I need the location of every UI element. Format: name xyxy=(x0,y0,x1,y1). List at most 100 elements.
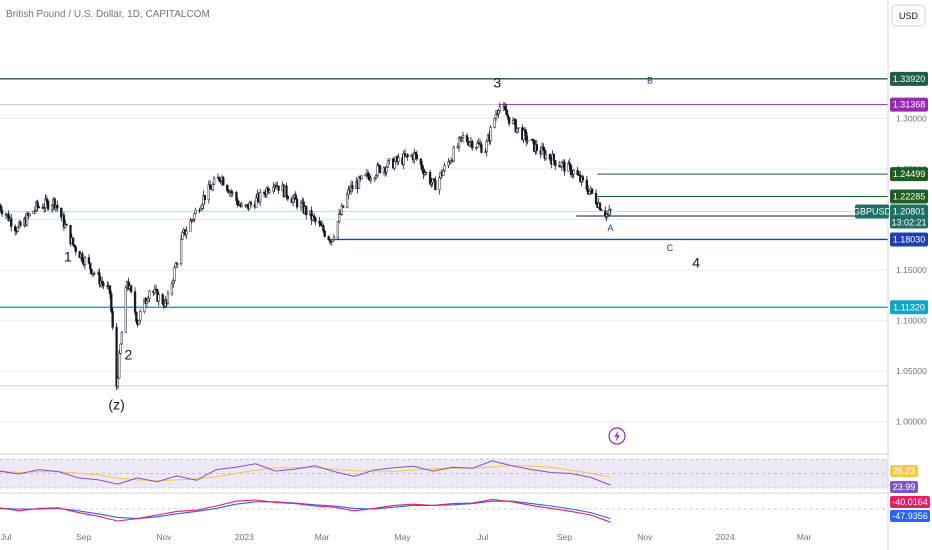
candle-body xyxy=(44,198,47,208)
candle-body xyxy=(81,253,84,262)
candle xyxy=(377,163,380,168)
candle xyxy=(406,153,409,161)
candle-body xyxy=(135,312,138,322)
candle-body xyxy=(428,171,432,185)
candle xyxy=(351,180,354,193)
candle xyxy=(443,162,446,173)
candle-body xyxy=(176,263,179,265)
candle xyxy=(331,239,334,243)
candle xyxy=(468,141,471,147)
candle xyxy=(422,165,425,180)
price-tag-bg xyxy=(890,300,928,315)
candle-body xyxy=(364,174,367,177)
candle xyxy=(83,255,87,270)
candle-body xyxy=(377,164,380,167)
last-price-tag-bg xyxy=(890,204,928,229)
candle-body xyxy=(517,127,520,129)
candle xyxy=(432,177,436,182)
candle-body xyxy=(554,160,557,166)
candle xyxy=(345,191,349,209)
price-tags: 1.339201.313681.244991.222851.203521.180… xyxy=(853,71,930,522)
price-tag: 1.31368 xyxy=(890,97,928,112)
candle-body xyxy=(594,192,598,204)
candle-body xyxy=(19,221,22,227)
candle-body xyxy=(461,135,465,139)
price-tag-bg xyxy=(890,71,928,86)
candle-body xyxy=(255,197,258,208)
candle xyxy=(36,199,39,212)
candle-body xyxy=(397,157,400,162)
rsi-value-tag: 23.99 xyxy=(890,481,918,493)
candle-body xyxy=(505,109,508,116)
candle-body xyxy=(567,162,570,172)
candle-body xyxy=(277,185,280,191)
horizontal-levels xyxy=(0,78,888,387)
candle-body xyxy=(119,343,122,354)
candle-body xyxy=(203,194,206,200)
candle xyxy=(322,223,325,234)
candle xyxy=(600,208,603,212)
rsi-value-tag: 26.23 xyxy=(890,465,918,477)
price-tag-bg xyxy=(890,232,928,247)
candle-body xyxy=(100,280,104,284)
candle xyxy=(74,245,77,256)
candle xyxy=(581,174,585,183)
candle xyxy=(207,180,210,204)
candle-body xyxy=(402,153,405,165)
candle xyxy=(98,268,101,288)
candle-body xyxy=(476,142,479,148)
candle-body xyxy=(608,209,611,216)
candle-body xyxy=(413,152,416,160)
candle-body xyxy=(314,217,317,222)
candle-body xyxy=(193,213,196,220)
candle xyxy=(452,145,455,162)
candle-body xyxy=(145,300,149,304)
candle-body xyxy=(414,152,417,155)
candle xyxy=(594,188,598,205)
time-tick-label: Sep xyxy=(557,532,572,542)
candle-body xyxy=(357,176,361,189)
candle xyxy=(314,216,317,226)
candle xyxy=(81,251,84,264)
candle xyxy=(397,153,400,165)
candle-body xyxy=(46,200,50,210)
candle xyxy=(504,102,507,111)
candle-body xyxy=(120,332,124,345)
currency-button[interactable]: USD xyxy=(891,4,926,27)
candle xyxy=(364,173,367,177)
candle-body xyxy=(331,239,334,242)
candle-body xyxy=(16,227,19,232)
candle xyxy=(548,153,552,162)
candle-body xyxy=(443,165,446,172)
candle xyxy=(53,197,56,211)
candle xyxy=(93,271,96,276)
candle-body xyxy=(310,210,313,221)
candle xyxy=(108,285,112,299)
candle-body xyxy=(207,184,210,200)
candle xyxy=(558,160,561,168)
candle xyxy=(393,158,396,171)
candle xyxy=(572,169,575,179)
candle xyxy=(202,190,205,210)
candle-body xyxy=(522,129,525,140)
flash-icon[interactable] xyxy=(608,427,626,445)
candle-body xyxy=(558,165,561,167)
candle xyxy=(222,175,225,186)
candle-body xyxy=(600,209,603,211)
candle xyxy=(493,117,496,129)
time-tick-label: Nov xyxy=(156,532,172,542)
chart-title: British Pound / U.S. Dollar, 1D, CAPITAL… xyxy=(6,9,210,20)
candle-body xyxy=(386,160,390,168)
candle-body xyxy=(116,377,120,387)
candle xyxy=(208,180,212,189)
wave-label: (z) xyxy=(108,396,124,412)
candle xyxy=(402,150,405,170)
candle-body xyxy=(590,188,594,194)
candle xyxy=(69,225,72,247)
candle xyxy=(347,185,350,200)
candle-body xyxy=(542,146,545,151)
candle-body xyxy=(340,205,343,215)
candle-body xyxy=(506,114,509,118)
candle xyxy=(497,109,500,118)
candle xyxy=(286,195,289,202)
